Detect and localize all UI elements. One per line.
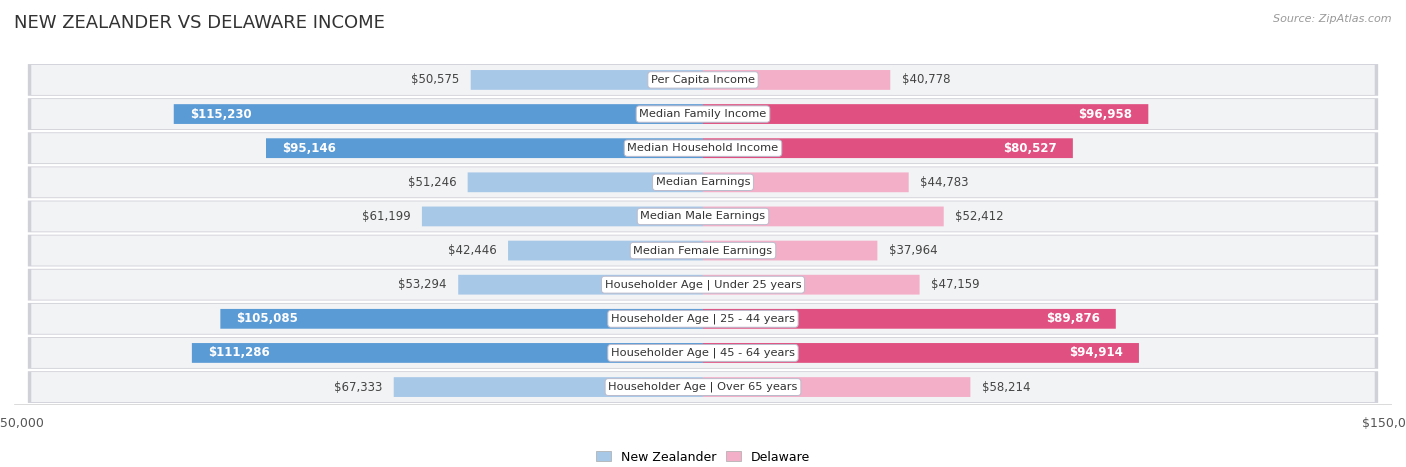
FancyBboxPatch shape	[28, 200, 1378, 232]
FancyBboxPatch shape	[703, 343, 1139, 363]
Text: NEW ZEALANDER VS DELAWARE INCOME: NEW ZEALANDER VS DELAWARE INCOME	[14, 14, 385, 32]
Text: $44,783: $44,783	[920, 176, 969, 189]
Text: $37,964: $37,964	[889, 244, 938, 257]
FancyBboxPatch shape	[703, 206, 943, 226]
FancyBboxPatch shape	[31, 372, 1375, 402]
Text: Source: ZipAtlas.com: Source: ZipAtlas.com	[1274, 14, 1392, 24]
Text: $50,575: $50,575	[411, 73, 460, 86]
FancyBboxPatch shape	[703, 138, 1073, 158]
FancyBboxPatch shape	[703, 377, 970, 397]
FancyBboxPatch shape	[31, 99, 1375, 129]
FancyBboxPatch shape	[31, 338, 1375, 368]
Text: $95,146: $95,146	[283, 142, 336, 155]
Text: $61,199: $61,199	[361, 210, 411, 223]
Text: $96,958: $96,958	[1078, 107, 1132, 120]
Text: Householder Age | Under 25 years: Householder Age | Under 25 years	[605, 279, 801, 290]
Text: $52,412: $52,412	[955, 210, 1004, 223]
Text: $67,333: $67,333	[333, 381, 382, 394]
FancyBboxPatch shape	[31, 167, 1375, 198]
FancyBboxPatch shape	[31, 235, 1375, 266]
Text: $89,876: $89,876	[1046, 312, 1099, 325]
FancyBboxPatch shape	[31, 201, 1375, 232]
FancyBboxPatch shape	[28, 64, 1378, 96]
Text: Householder Age | 45 - 64 years: Householder Age | 45 - 64 years	[612, 348, 794, 358]
FancyBboxPatch shape	[703, 104, 1149, 124]
FancyBboxPatch shape	[422, 206, 703, 226]
Text: Householder Age | Over 65 years: Householder Age | Over 65 years	[609, 382, 797, 392]
FancyBboxPatch shape	[28, 337, 1378, 369]
Text: Householder Age | 25 - 44 years: Householder Age | 25 - 44 years	[612, 313, 794, 324]
Text: $58,214: $58,214	[981, 381, 1031, 394]
FancyBboxPatch shape	[468, 172, 703, 192]
FancyBboxPatch shape	[703, 309, 1116, 329]
Text: Per Capita Income: Per Capita Income	[651, 75, 755, 85]
FancyBboxPatch shape	[31, 65, 1375, 95]
FancyBboxPatch shape	[508, 241, 703, 261]
FancyBboxPatch shape	[28, 303, 1378, 335]
FancyBboxPatch shape	[28, 98, 1378, 130]
FancyBboxPatch shape	[28, 269, 1378, 301]
FancyBboxPatch shape	[191, 343, 703, 363]
Text: $53,294: $53,294	[398, 278, 447, 291]
Text: Median Family Income: Median Family Income	[640, 109, 766, 119]
Text: $47,159: $47,159	[931, 278, 980, 291]
Text: $94,914: $94,914	[1069, 347, 1123, 360]
Text: Median Household Income: Median Household Income	[627, 143, 779, 153]
FancyBboxPatch shape	[703, 172, 908, 192]
Text: $115,230: $115,230	[190, 107, 252, 120]
Text: Median Female Earnings: Median Female Earnings	[634, 246, 772, 255]
FancyBboxPatch shape	[28, 132, 1378, 164]
FancyBboxPatch shape	[703, 70, 890, 90]
Text: $40,778: $40,778	[901, 73, 950, 86]
FancyBboxPatch shape	[703, 275, 920, 295]
Text: $80,527: $80,527	[1002, 142, 1057, 155]
Text: $111,286: $111,286	[208, 347, 270, 360]
Text: Median Earnings: Median Earnings	[655, 177, 751, 187]
Legend: New Zealander, Delaware: New Zealander, Delaware	[591, 446, 815, 467]
Text: $51,246: $51,246	[408, 176, 456, 189]
FancyBboxPatch shape	[28, 371, 1378, 403]
FancyBboxPatch shape	[28, 166, 1378, 198]
FancyBboxPatch shape	[221, 309, 703, 329]
FancyBboxPatch shape	[471, 70, 703, 90]
Text: Median Male Earnings: Median Male Earnings	[641, 212, 765, 221]
FancyBboxPatch shape	[174, 104, 703, 124]
FancyBboxPatch shape	[28, 235, 1378, 267]
FancyBboxPatch shape	[31, 133, 1375, 163]
FancyBboxPatch shape	[394, 377, 703, 397]
FancyBboxPatch shape	[31, 269, 1375, 300]
Text: $105,085: $105,085	[236, 312, 298, 325]
FancyBboxPatch shape	[458, 275, 703, 295]
FancyBboxPatch shape	[266, 138, 703, 158]
FancyBboxPatch shape	[703, 241, 877, 261]
FancyBboxPatch shape	[31, 304, 1375, 334]
Text: $42,446: $42,446	[449, 244, 496, 257]
